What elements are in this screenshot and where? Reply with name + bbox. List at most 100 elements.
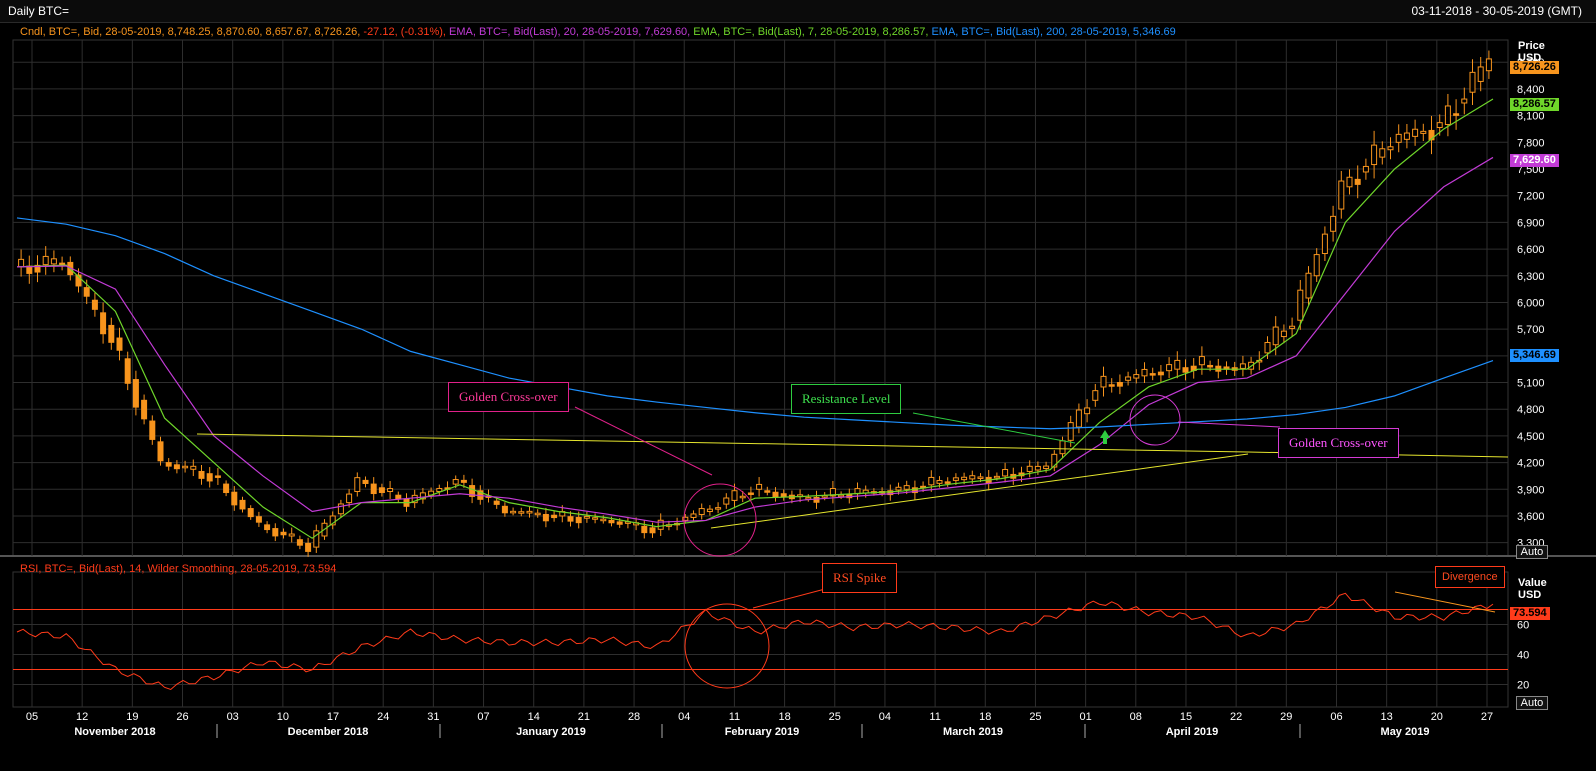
- candle-body: [1157, 371, 1164, 376]
- candle-body: [378, 487, 385, 494]
- price-tick-label: 4,500: [1517, 431, 1545, 443]
- candle-body: [526, 510, 533, 514]
- candle-body: [747, 492, 754, 495]
- candle-body: [182, 465, 189, 469]
- candle-body: [1436, 122, 1443, 128]
- candle-body: [1420, 130, 1427, 134]
- ema-line: [16, 217, 1494, 430]
- rsi-auto-scale-button[interactable]: Auto: [1516, 696, 1548, 710]
- date-range: 03-11-2018 - 30-05-2019 (GMT): [1411, 4, 1582, 18]
- candle-body: [132, 379, 139, 408]
- candle-body: [1034, 465, 1041, 471]
- candle-body: [329, 515, 336, 526]
- candle-body: [690, 513, 697, 518]
- candle-body: [1453, 113, 1460, 116]
- date-tick-label: 24: [377, 711, 389, 723]
- candle-body: [1133, 374, 1140, 379]
- candle-body: [1313, 254, 1320, 277]
- candle-body: [346, 493, 353, 504]
- ema7-price-tag: 8,286.57: [1510, 98, 1559, 111]
- annotation-rsi-spike: RSI Spike: [822, 563, 898, 593]
- rsi-spike-circle: [684, 603, 770, 689]
- candle-body: [460, 479, 467, 483]
- candle-body: [395, 494, 402, 500]
- candle-body: [141, 399, 148, 420]
- candle-body: [1403, 132, 1410, 140]
- candle-body: [272, 528, 279, 537]
- candle-body: [649, 527, 656, 534]
- candle-body: [157, 441, 164, 462]
- last-price-tag: 8,726.26: [1510, 61, 1559, 74]
- candle-body: [1174, 359, 1181, 370]
- candle-body: [387, 488, 394, 492]
- candle-body: [1305, 272, 1312, 299]
- candle-body: [1321, 233, 1328, 255]
- candle-body: [1354, 178, 1361, 185]
- date-tick-label: 06: [1330, 711, 1342, 723]
- candle-body: [551, 514, 558, 519]
- candle-body: [510, 510, 517, 514]
- candle-body: [337, 503, 344, 515]
- date-tick-label: 19: [126, 711, 138, 723]
- candle-body: [657, 519, 664, 530]
- price-tick-label: 7,500: [1517, 164, 1545, 176]
- candle-body: [1330, 215, 1337, 232]
- candle-body: [731, 490, 738, 501]
- candle-body: [1059, 440, 1066, 455]
- candle-body: [1075, 409, 1082, 428]
- price-auto-scale-button[interactable]: Auto: [1516, 545, 1548, 559]
- candle-body: [887, 490, 894, 496]
- candle-body: [1371, 144, 1378, 166]
- candle-body: [1387, 146, 1394, 151]
- month-label: March 2019: [943, 726, 1003, 738]
- candle-body: [1395, 133, 1402, 143]
- price-tick-label: 8,100: [1517, 111, 1545, 123]
- candle-body: [936, 480, 943, 484]
- chart-title: Daily BTC=: [8, 4, 70, 18]
- candle-body: [190, 465, 197, 470]
- rsi-value-tag: 73.594: [1510, 607, 1550, 620]
- rsi-axis-label: Value: [1518, 577, 1547, 589]
- candle-body: [805, 497, 812, 500]
- candle-body: [952, 477, 959, 481]
- date-tick-label: 17: [327, 711, 339, 723]
- price-tick-label: 6,900: [1517, 217, 1545, 229]
- candle-body: [1428, 129, 1435, 141]
- legend-ema20: EMA, BTC=, Bid(Last), 20, 28-05-2019, 7,…: [449, 26, 691, 38]
- candle-body: [239, 499, 246, 510]
- candle-body: [264, 524, 271, 531]
- candle-body: [305, 542, 312, 552]
- candle-body: [1297, 289, 1304, 321]
- candle-body: [1477, 66, 1484, 82]
- date-tick-label: 26: [176, 711, 188, 723]
- date-tick-label: 12: [76, 711, 88, 723]
- golden-cross-circle-1: [683, 483, 757, 557]
- ema20-price-tag: 7,629.60: [1510, 154, 1559, 167]
- candle-body: [452, 479, 459, 485]
- rsi-tick-label: 40: [1517, 650, 1529, 662]
- legend-ema200: EMA, BTC=, Bid(Last), 200, 28-05-2019, 5…: [931, 26, 1176, 38]
- candle-body: [583, 515, 590, 519]
- month-label: February 2019: [725, 726, 800, 738]
- annotation-divergence: Divergence: [1435, 566, 1505, 588]
- rsi-axis-title: Value USD: [1518, 577, 1547, 601]
- rsi-tick-label: 20: [1517, 680, 1529, 692]
- date-tick-label: 04: [678, 711, 690, 723]
- golden-cross-leader-2: [1177, 421, 1281, 428]
- date-tick-label: 03: [227, 711, 239, 723]
- ema-line: [16, 156, 1494, 523]
- candle-body: [723, 497, 730, 505]
- rsi-spike-leader: [752, 588, 826, 609]
- rsi-line: [16, 592, 1494, 691]
- candle-body: [1272, 326, 1279, 346]
- candle-body: [1379, 148, 1386, 158]
- price-legend: Cndl, BTC=, Bid, 28-05-2019, 8,748.25, 8…: [20, 26, 1176, 38]
- chart-canvas[interactable]: 3,3003,6003,9004,2004,5004,8005,1005,400…: [0, 22, 1596, 771]
- ema-line: [16, 98, 1494, 539]
- candle-body: [83, 287, 90, 297]
- candle-body: [1100, 375, 1107, 388]
- candle-body: [1002, 469, 1009, 477]
- candle-body: [100, 312, 107, 335]
- legend-candle-change: -27.12, (-0.31%),: [363, 26, 446, 38]
- candle-body: [969, 475, 976, 480]
